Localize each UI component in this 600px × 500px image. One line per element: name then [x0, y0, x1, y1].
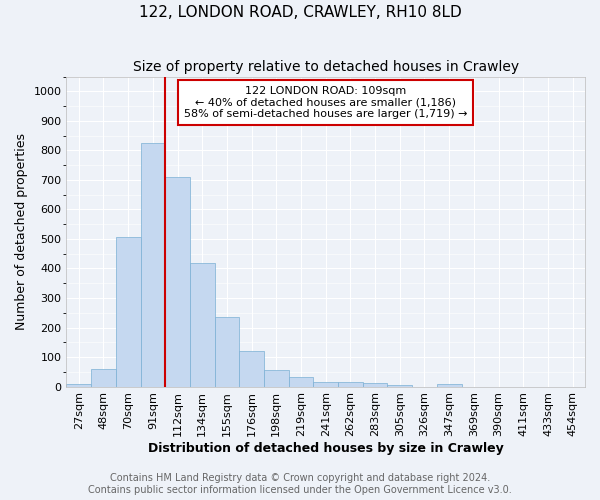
Bar — [338, 382, 363, 386]
Y-axis label: Number of detached properties: Number of detached properties — [15, 133, 28, 330]
Bar — [91, 370, 116, 386]
Title: Size of property relative to detached houses in Crawley: Size of property relative to detached ho… — [133, 60, 519, 74]
Bar — [437, 384, 461, 386]
Bar — [313, 382, 338, 386]
Text: 122 LONDON ROAD: 109sqm
← 40% of detached houses are smaller (1,186)
58% of semi: 122 LONDON ROAD: 109sqm ← 40% of detache… — [184, 86, 467, 119]
Bar — [215, 318, 239, 386]
Bar — [116, 238, 140, 386]
Bar — [140, 143, 165, 386]
Bar — [289, 377, 313, 386]
Bar — [165, 177, 190, 386]
Bar — [190, 262, 215, 386]
Text: Contains HM Land Registry data © Crown copyright and database right 2024.
Contai: Contains HM Land Registry data © Crown c… — [88, 474, 512, 495]
Bar — [239, 352, 264, 386]
Text: 122, LONDON ROAD, CRAWLEY, RH10 8LD: 122, LONDON ROAD, CRAWLEY, RH10 8LD — [139, 5, 461, 20]
Bar — [67, 384, 91, 386]
Bar — [363, 382, 388, 386]
Bar — [388, 385, 412, 386]
Bar — [264, 370, 289, 386]
X-axis label: Distribution of detached houses by size in Crawley: Distribution of detached houses by size … — [148, 442, 503, 455]
